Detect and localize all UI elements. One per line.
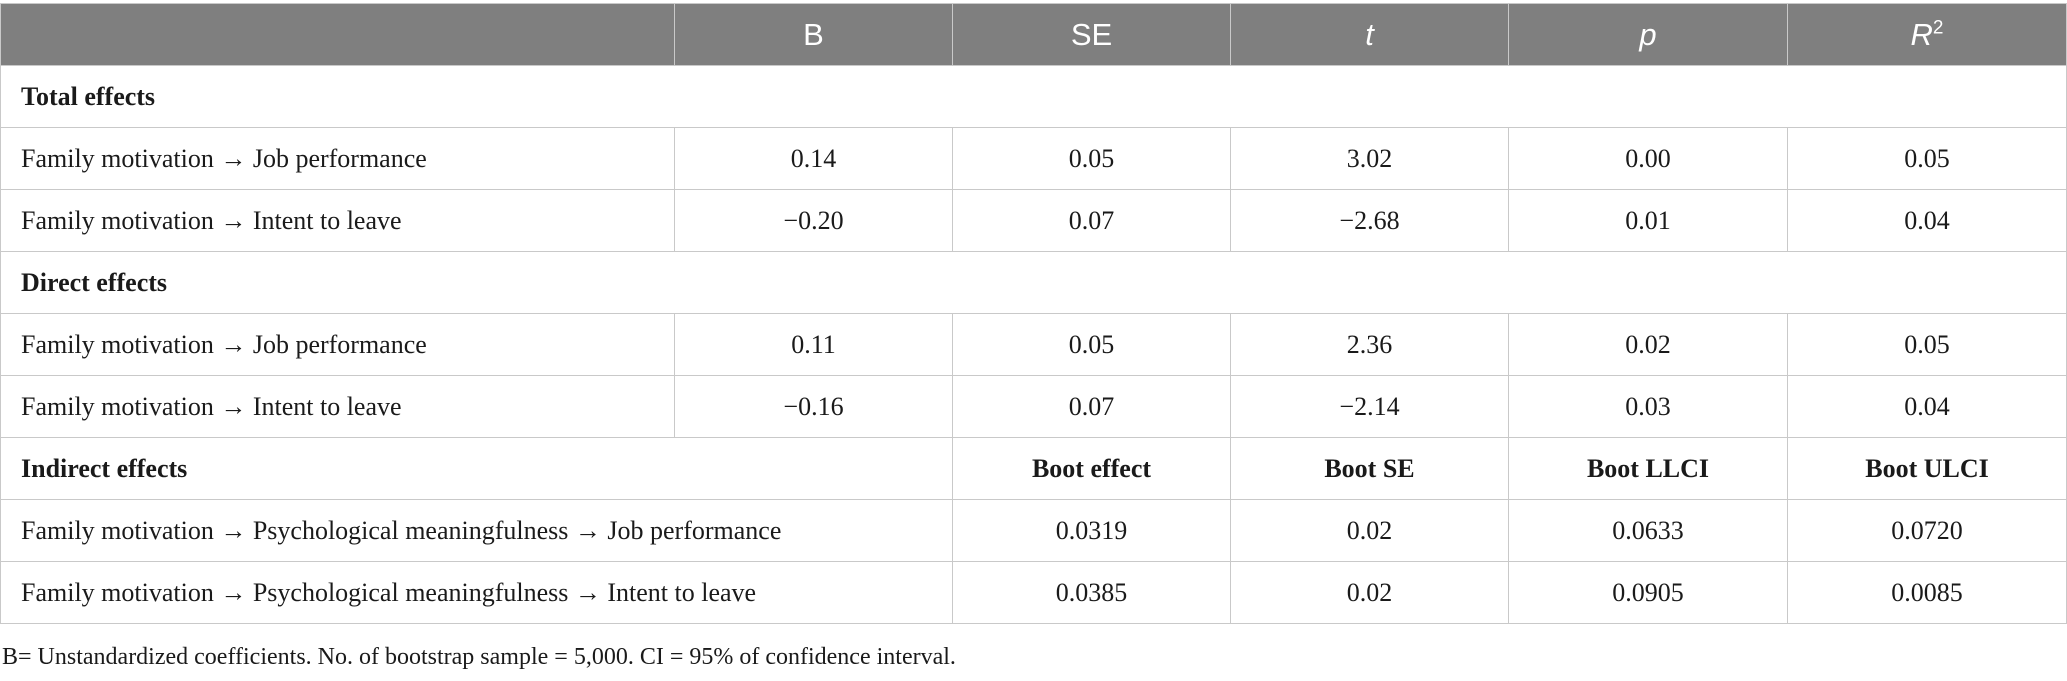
table-row: Family motivation → Psychological meanin… <box>0 499 2067 562</box>
table-row: Family motivation → Job performance 0.14… <box>0 127 2067 190</box>
header-r2-sup: 2 <box>1932 17 1944 39</box>
section-title-direct: Direct effects <box>0 251 2067 314</box>
cell-r2: 0.04 <box>1787 375 2067 438</box>
header-r2: R2 <box>1787 3 2067 66</box>
cell-p: 0.03 <box>1508 375 1788 438</box>
header-r2-base: R <box>1910 16 1933 52</box>
cell-se: 0.07 <box>952 189 1231 252</box>
header-boot-llci: Boot LLCI <box>1508 437 1788 500</box>
cell-boot-ulci: 0.0085 <box>1787 561 2067 624</box>
cell-b: 0.14 <box>674 127 953 190</box>
header-se: SE <box>952 3 1231 66</box>
table-row: Family motivation → Job performance 0.11… <box>0 313 2067 376</box>
cell-boot-ulci: 0.0720 <box>1787 499 2067 562</box>
cell-r2: 0.05 <box>1787 313 2067 376</box>
cell-b: −0.20 <box>674 189 953 252</box>
header-empty-cell <box>0 3 675 66</box>
results-table: B SE t p R2 Total effects Family motivat… <box>0 3 2067 624</box>
header-boot-se: Boot SE <box>1230 437 1509 500</box>
row-label: Family motivation → Intent to leave <box>0 189 675 252</box>
row-label: Family motivation → Intent to leave <box>0 375 675 438</box>
cell-r2: 0.04 <box>1787 189 2067 252</box>
cell-p: 0.01 <box>1508 189 1788 252</box>
cell-se: 0.05 <box>952 127 1231 190</box>
cell-boot-llci: 0.0905 <box>1508 561 1788 624</box>
section-row-direct: Direct effects <box>0 251 2067 314</box>
cell-b: 0.11 <box>674 313 953 376</box>
table-row: Family motivation → Intent to leave −0.2… <box>0 189 2067 252</box>
cell-b: −0.16 <box>674 375 953 438</box>
header-boot-effect: Boot effect <box>952 437 1231 500</box>
cell-r2: 0.05 <box>1787 127 2067 190</box>
cell-boot-se: 0.02 <box>1230 561 1509 624</box>
cell-t: −2.14 <box>1230 375 1509 438</box>
header-b: B <box>674 3 953 66</box>
cell-boot-se: 0.02 <box>1230 499 1509 562</box>
table-footnote: B= Unstandardized coefficients. No. of b… <box>2 644 956 670</box>
cell-boot-effect: 0.0319 <box>952 499 1231 562</box>
row-label: Family motivation → Psychological meanin… <box>0 499 953 562</box>
cell-se: 0.05 <box>952 313 1231 376</box>
section-title-indirect: Indirect effects <box>0 437 953 500</box>
header-t: t <box>1230 3 1509 66</box>
header-boot-ulci: Boot ULCI <box>1787 437 2067 500</box>
section-row-total: Total effects <box>0 65 2067 128</box>
header-row: B SE t p R2 <box>0 3 2067 66</box>
row-label: Family motivation → Psychological meanin… <box>0 561 953 624</box>
cell-t: 2.36 <box>1230 313 1509 376</box>
row-label: Family motivation → Job performance <box>0 313 675 376</box>
row-label: Family motivation → Job performance <box>0 127 675 190</box>
cell-boot-effect: 0.0385 <box>952 561 1231 624</box>
table-row: Family motivation → Psychological meanin… <box>0 561 2067 624</box>
cell-p: 0.02 <box>1508 313 1788 376</box>
cell-t: 3.02 <box>1230 127 1509 190</box>
header-p: p <box>1508 3 1788 66</box>
section-row-indirect: Indirect effects Boot effect Boot SE Boo… <box>0 437 2067 500</box>
cell-se: 0.07 <box>952 375 1231 438</box>
cell-t: −2.68 <box>1230 189 1509 252</box>
cell-boot-llci: 0.0633 <box>1508 499 1788 562</box>
table-row: Family motivation → Intent to leave −0.1… <box>0 375 2067 438</box>
cell-p: 0.00 <box>1508 127 1788 190</box>
section-title-total: Total effects <box>0 65 2067 128</box>
